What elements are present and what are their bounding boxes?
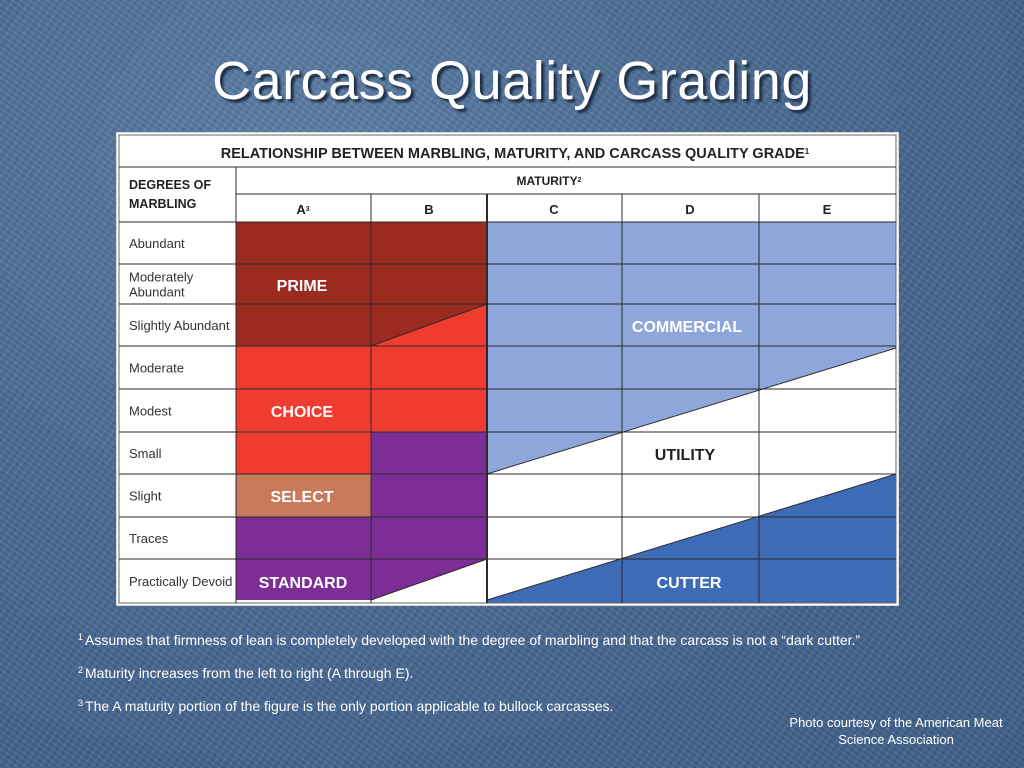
grid-lines <box>118 134 897 604</box>
cutter-label: CUTTER <box>657 575 722 592</box>
marbling-row-label: Small <box>129 446 162 461</box>
maturity-col-e: E <box>823 202 832 217</box>
maturity-col-a: A3 <box>296 202 309 217</box>
marbling-row-label: Practically Devoid <box>129 574 232 589</box>
marbling-row-label: Abundant <box>129 285 185 300</box>
marbling-row-label: Moderate <box>129 361 184 376</box>
standard-label: STANDARD <box>259 575 348 592</box>
marbling-row-label: Traces <box>129 531 169 546</box>
footnote-3: 3 The A maturity portion of the figure is… <box>78 698 614 714</box>
utility-label: UTILITY <box>655 447 716 464</box>
grade-labels: PRIME CHOICE SELECT STANDARD COMMERCIAL … <box>259 278 743 592</box>
prime-label: PRIME <box>277 278 328 295</box>
select-region <box>236 474 371 517</box>
photo-credit: Photo courtesy of the American Meat Scie… <box>772 714 1020 748</box>
cutter-region <box>487 474 896 603</box>
marbling-header-line1: DEGREES OF <box>129 178 211 192</box>
maturity-col-b: B <box>424 202 433 217</box>
chart-svg: RELATIONSHIP BETWEEN MARBLING, MATURITY,… <box>118 134 897 604</box>
marbling-row-label: Abundant <box>129 236 185 251</box>
slide-title: Carcass Quality Grading <box>212 51 812 111</box>
marbling-row-label: Slightly Abundant <box>129 318 230 333</box>
commercial-label: COMMERCIAL <box>632 319 742 336</box>
credit-line2: Science Association <box>838 732 954 747</box>
grade-regions <box>236 222 896 603</box>
footnote-1: 1 Assumes that firmness of lean is comple… <box>78 632 861 648</box>
standard-white-wedge <box>371 559 487 603</box>
maturity-col-c: C <box>549 202 559 217</box>
footnotes: 1 Assumes that firmness of lean is comple… <box>78 628 978 727</box>
marbling-row-label: Slight <box>129 489 162 504</box>
quality-grade-chart: RELATIONSHIP BETWEEN MARBLING, MATURITY,… <box>117 133 898 605</box>
credit-line1: Photo courtesy of the American Meat <box>789 715 1003 730</box>
marbling-row-label: Moderately <box>129 270 194 285</box>
maturity-header: MATURITY2 <box>516 174 581 188</box>
footnote-2: 2 Maturity increases from the left to rig… <box>78 665 414 681</box>
select-label: SELECT <box>270 489 333 506</box>
marbling-header-line2: MARBLING <box>129 197 196 211</box>
maturity-col-d: D <box>685 202 694 217</box>
choice-label: CHOICE <box>271 404 334 421</box>
marbling-row-label: Modest <box>129 404 172 419</box>
maturity-column-labels: A3 B C D E <box>296 202 831 217</box>
prime-region <box>236 222 487 346</box>
commercial-region <box>487 222 896 474</box>
chart-heading: RELATIONSHIP BETWEEN MARBLING, MATURITY,… <box>221 146 810 162</box>
